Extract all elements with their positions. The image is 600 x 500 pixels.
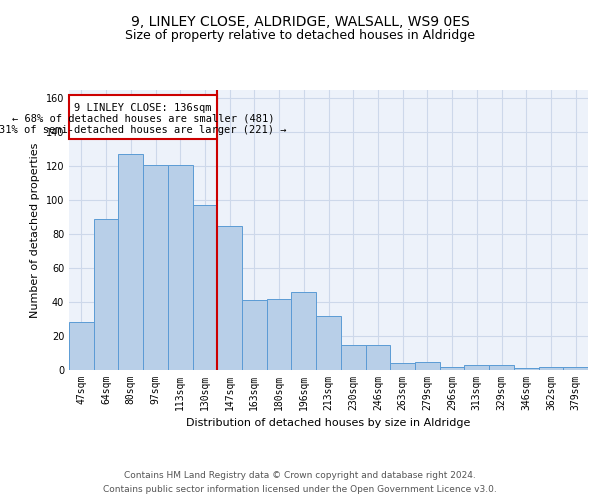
Bar bbox=[539, 366, 563, 370]
FancyBboxPatch shape bbox=[69, 95, 217, 139]
Text: Contains public sector information licensed under the Open Government Licence v3: Contains public sector information licen… bbox=[103, 484, 497, 494]
Bar bbox=[217, 226, 242, 370]
Bar bbox=[118, 154, 143, 370]
Bar bbox=[563, 366, 588, 370]
Bar bbox=[94, 219, 118, 370]
X-axis label: Distribution of detached houses by size in Aldridge: Distribution of detached houses by size … bbox=[187, 418, 470, 428]
Bar bbox=[143, 164, 168, 370]
Text: 9 LINLEY CLOSE: 136sqm: 9 LINLEY CLOSE: 136sqm bbox=[74, 103, 212, 113]
Bar bbox=[415, 362, 440, 370]
Text: 31% of semi-detached houses are larger (221) →: 31% of semi-detached houses are larger (… bbox=[0, 125, 287, 135]
Bar bbox=[193, 206, 217, 370]
Bar bbox=[489, 365, 514, 370]
Text: ← 68% of detached houses are smaller (481): ← 68% of detached houses are smaller (48… bbox=[12, 114, 274, 124]
Text: Contains HM Land Registry data © Crown copyright and database right 2024.: Contains HM Land Registry data © Crown c… bbox=[124, 472, 476, 480]
Bar bbox=[316, 316, 341, 370]
Bar bbox=[440, 366, 464, 370]
Bar bbox=[168, 164, 193, 370]
Bar bbox=[464, 365, 489, 370]
Bar bbox=[242, 300, 267, 370]
Y-axis label: Number of detached properties: Number of detached properties bbox=[30, 142, 40, 318]
Bar bbox=[292, 292, 316, 370]
Text: Size of property relative to detached houses in Aldridge: Size of property relative to detached ho… bbox=[125, 30, 475, 43]
Bar bbox=[514, 368, 539, 370]
Bar bbox=[390, 363, 415, 370]
Bar bbox=[267, 298, 292, 370]
Bar bbox=[365, 344, 390, 370]
Text: 9, LINLEY CLOSE, ALDRIDGE, WALSALL, WS9 0ES: 9, LINLEY CLOSE, ALDRIDGE, WALSALL, WS9 … bbox=[131, 16, 469, 30]
Bar bbox=[69, 322, 94, 370]
Bar bbox=[341, 344, 365, 370]
